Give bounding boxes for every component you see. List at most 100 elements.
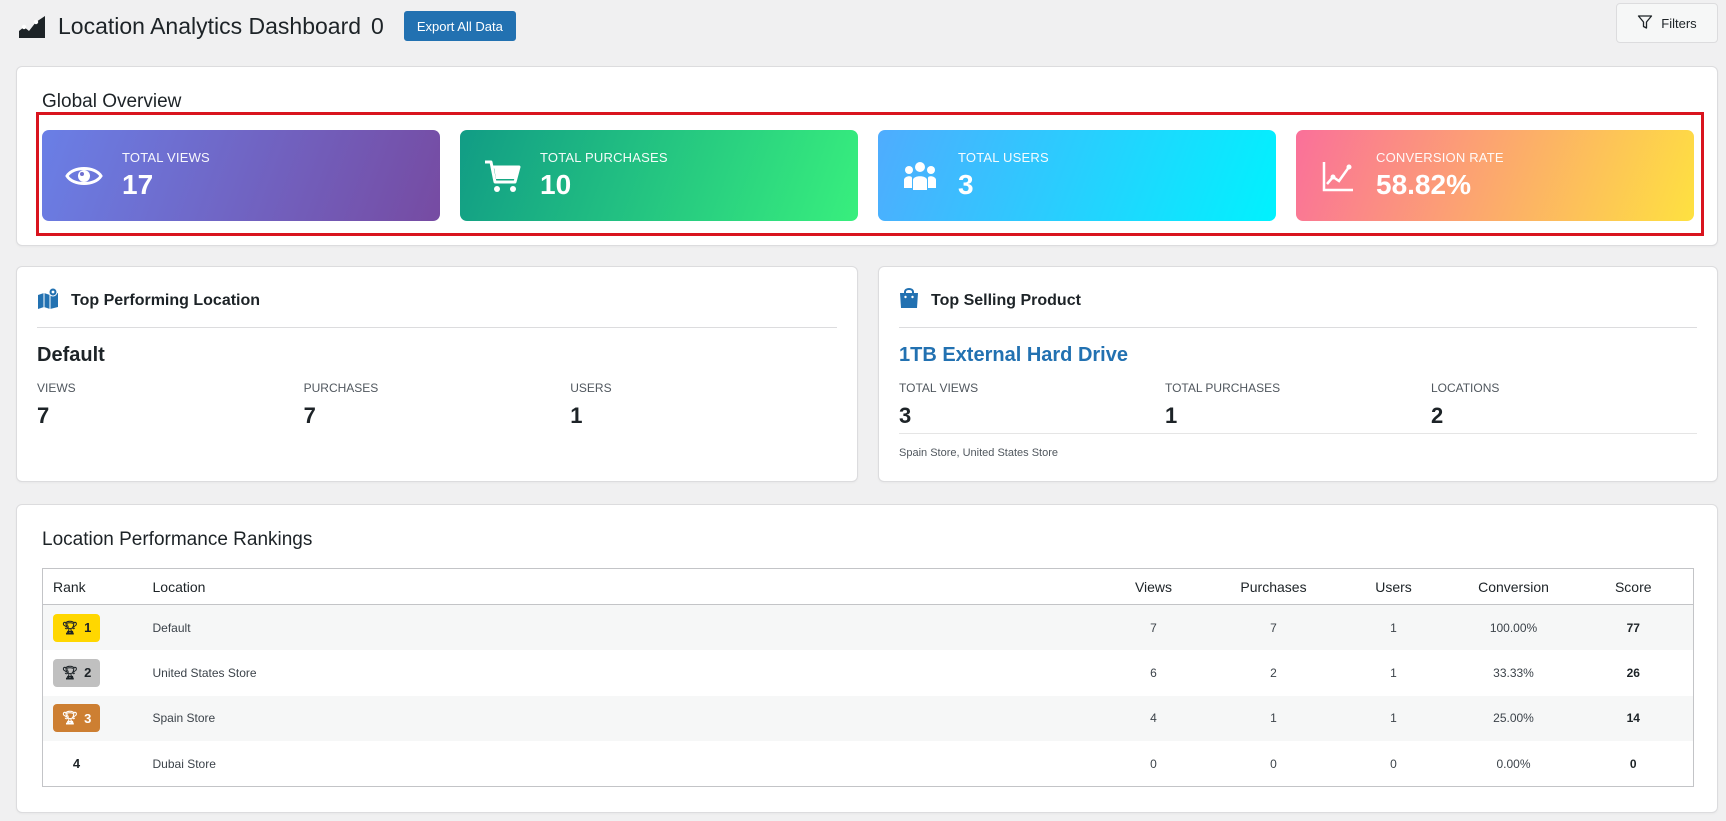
col-rank: Rank xyxy=(42,568,143,605)
metric-label: TOTAL VIEWS xyxy=(899,381,979,395)
metric-value: 7 xyxy=(37,403,50,428)
views-cell: 6 xyxy=(1150,665,1157,680)
score-cell: 14 xyxy=(1573,695,1694,741)
export-all-data-button[interactable]: Export All Data xyxy=(403,11,516,41)
col-purchases: Purchases xyxy=(1213,568,1334,605)
trophy-icon: 🏆︎ xyxy=(61,710,79,726)
filter-icon xyxy=(1637,14,1653,33)
stat-value: 3 xyxy=(958,169,974,200)
metric-value: 7 xyxy=(303,403,316,428)
rank-value: 2 xyxy=(84,665,92,681)
stats-highlight-box xyxy=(36,112,1704,236)
metric-label: PURCHASES xyxy=(303,381,379,395)
metric-value: 1 xyxy=(570,403,583,428)
col-users: Users xyxy=(1333,568,1454,605)
location-cell: Dubai Store xyxy=(152,756,216,771)
metric-value: 2 xyxy=(1430,403,1444,428)
trophy-icon: 🏆︎ xyxy=(61,619,79,635)
metric-purchases: PURCHASES 7 xyxy=(304,381,571,429)
purchases-cell: 2 xyxy=(1270,665,1277,680)
users-icon xyxy=(898,154,942,198)
top-location-name: Default xyxy=(37,344,105,366)
location-rankings-card: Location Performance Rankings Rank Locat… xyxy=(16,504,1718,813)
chart-line-icon xyxy=(1316,154,1360,198)
score-cell: 77 xyxy=(1573,604,1694,650)
users-cell: 1 xyxy=(1390,665,1397,680)
rank-badge-silver: 🏆︎ 2 xyxy=(53,658,100,687)
stat-total-users: TOTAL USERS 3 xyxy=(878,130,1276,221)
rank-value: 3 xyxy=(84,710,92,726)
table-row: 4 Dubai Store 0 0 0 0.00% 0 xyxy=(43,741,1694,787)
filters-label: Filters xyxy=(1661,15,1697,31)
filters-button[interactable]: Filters xyxy=(1616,3,1718,43)
metric-label: USERS xyxy=(570,381,612,395)
stat-conversion-rate: CONVERSION RATE 58.82% xyxy=(1296,130,1694,221)
col-location: Location xyxy=(142,568,1094,605)
stat-label: TOTAL USERS xyxy=(958,150,1049,165)
location-cell: Default xyxy=(142,604,1094,650)
purchases-cell: 1 xyxy=(1213,695,1334,741)
divider xyxy=(899,433,1697,434)
metric-locations: LOCATIONS 2 xyxy=(1431,381,1697,429)
top-location-card: Top Performing Location Default VIEWS 7 … xyxy=(16,266,858,482)
rank-value: 4 xyxy=(72,756,81,771)
map-location-icon xyxy=(37,287,59,314)
stat-value: 10 xyxy=(540,169,572,200)
stat-label: CONVERSION RATE xyxy=(1376,150,1504,165)
divider xyxy=(899,327,1697,328)
score-cell: 26 xyxy=(1626,665,1640,680)
views-cell: 0 xyxy=(1150,756,1157,771)
table-header-row: Rank Location Views Purchases Users Conv… xyxy=(42,568,1694,605)
score-cell: 0 xyxy=(1629,756,1637,771)
stat-value: 58.82% xyxy=(1376,169,1471,200)
metric-value: 3 xyxy=(899,403,912,428)
users-cell: 1 xyxy=(1333,604,1454,650)
divider xyxy=(37,327,837,328)
rank-badge-bronze: 🏆︎ 3 xyxy=(53,704,100,733)
global-overview-title: Global Overview xyxy=(42,91,182,112)
rankings-table: Rank Location Views Purchases Users Conv… xyxy=(42,568,1694,787)
conversion-cell: 33.33% xyxy=(1493,665,1534,680)
top-product-title: Top Selling Product xyxy=(931,291,1081,309)
top-location-title: Top Performing Location xyxy=(71,291,261,309)
col-score: Score xyxy=(1573,568,1694,605)
purchases-cell: 0 xyxy=(1270,756,1277,771)
global-overview-card: Global Overview TOTAL VIEWS 17 TOTAL PUR… xyxy=(16,66,1718,246)
cart-icon xyxy=(480,154,524,198)
product-locations-list: Spain Store, United States Store xyxy=(899,447,1058,459)
stat-label: TOTAL PURCHASES xyxy=(540,150,668,165)
conversion-cell: 25.00% xyxy=(1453,695,1574,741)
top-product-card: Top Selling Product 1TB External Hard Dr… xyxy=(878,266,1718,482)
metric-value: 1 xyxy=(1164,403,1178,428)
table-row: 🏆︎ 2 United States Store 6 2 1 33.33% 26 xyxy=(43,650,1694,696)
metric-label: VIEWS xyxy=(37,381,76,395)
conversion-cell: 100.00% xyxy=(1453,604,1574,650)
eye-icon xyxy=(62,154,106,198)
stat-total-views: TOTAL VIEWS 17 xyxy=(42,130,440,221)
trophy-icon: 🏆︎ xyxy=(61,664,79,680)
page-title: Location Analytics Dashboard xyxy=(58,12,362,39)
shopping-bag-icon xyxy=(899,287,919,314)
col-views: Views xyxy=(1093,568,1214,605)
col-conversion: Conversion xyxy=(1453,568,1574,605)
users-cell: 0 xyxy=(1390,756,1397,771)
rank-value: 1 xyxy=(84,620,92,635)
conversion-cell: 0.00% xyxy=(1496,756,1531,771)
metric-total-views: TOTAL VIEWS 3 xyxy=(899,381,1165,429)
top-location-metrics: VIEWS 7 PURCHASES 7 USERS 1 xyxy=(37,381,837,429)
metric-label: LOCATIONS xyxy=(1430,381,1500,395)
rankings-title: Location Performance Rankings xyxy=(42,529,313,550)
stat-value: 17 xyxy=(122,169,154,200)
table-row: 🏆︎ 1 Default 7 7 1 100.00% 77 xyxy=(42,604,1694,650)
table-row: 🏆︎ 3 Spain Store 4 1 1 25.00% 14 xyxy=(42,695,1694,741)
location-cell: Spain Store xyxy=(142,695,1094,741)
metric-views: VIEWS 7 xyxy=(37,381,304,429)
page-header: Location Analytics Dashboard 0 Export Al… xyxy=(18,10,516,42)
metric-total-purchases: TOTAL PURCHASES 1 xyxy=(1165,381,1431,429)
location-cell: United States Store xyxy=(152,665,257,680)
top-product-link[interactable]: 1TB External Hard Drive xyxy=(899,344,1128,366)
views-cell: 7 xyxy=(1093,604,1214,650)
views-cell: 4 xyxy=(1093,695,1214,741)
rank-badge-gold: 🏆︎ 1 xyxy=(53,613,100,642)
stat-total-purchases: TOTAL PURCHASES 10 xyxy=(460,130,858,221)
